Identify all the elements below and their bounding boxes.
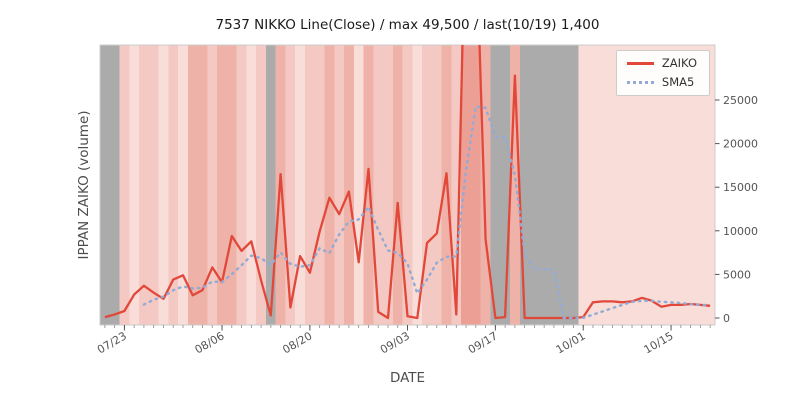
day-band [529, 45, 540, 325]
legend-entry-sma5: SMA5 [626, 74, 697, 89]
day-band [285, 45, 296, 325]
day-band [402, 45, 413, 325]
day-band [148, 45, 159, 325]
x-tick-label: 08/20 [280, 329, 314, 356]
day-band [500, 45, 511, 325]
day-band [451, 45, 462, 325]
day-band [431, 45, 442, 325]
y-tick-label: 25000 [723, 94, 758, 107]
day-band [392, 45, 403, 325]
day-band [480, 45, 491, 325]
x-tick-label: 10/01 [554, 329, 588, 356]
day-band [207, 45, 218, 325]
day-band [539, 45, 550, 325]
day-band [295, 45, 306, 325]
day-band [139, 45, 150, 325]
day-band [236, 45, 247, 325]
day-band [666, 45, 677, 325]
series-group [104, 45, 712, 320]
day-band [422, 45, 433, 325]
day-band [578, 45, 589, 325]
day-band [568, 45, 579, 325]
day-band [256, 45, 267, 325]
legend-label-zaiko: ZAIKO [661, 56, 697, 70]
y-tick-label: 10000 [723, 225, 758, 238]
day-band [383, 45, 394, 325]
day-band [344, 45, 355, 325]
day-band [695, 45, 706, 325]
x-tick-label: 09/17 [466, 329, 500, 356]
x-tick-label: 09/03 [378, 329, 412, 356]
legend-label-sma5: SMA5 [661, 74, 695, 89]
day-band [246, 45, 257, 325]
day-band [470, 45, 482, 325]
day-band [412, 45, 423, 325]
day-band [519, 45, 530, 325]
day-band [617, 45, 628, 325]
day-band [197, 45, 208, 325]
x-axis-label: DATE [389, 370, 426, 386]
sma5-line [142, 105, 712, 320]
day-band [158, 45, 169, 325]
x-tick-label: 10/15 [642, 329, 676, 356]
day-band [324, 45, 335, 325]
day-band [129, 45, 140, 325]
day-band [685, 45, 696, 325]
day-band [217, 45, 228, 325]
chart-title: 7537 NIKKO Line(Close) / max 49,500 / la… [215, 17, 600, 33]
day-band [656, 45, 667, 325]
x-tick-label: 07/23 [95, 329, 129, 356]
day-band [461, 45, 472, 325]
zaiko-line [104, 45, 711, 320]
day-band [549, 45, 560, 325]
day-band [168, 45, 179, 325]
day-band [558, 45, 569, 325]
y-tick-label: 15000 [723, 181, 758, 194]
legend: ZAIKO SMA5 [615, 50, 710, 96]
day-band [109, 45, 120, 325]
day-band [627, 45, 638, 325]
y-tick-label: 5000 [723, 268, 751, 281]
y-tick-label: 0 [723, 312, 730, 325]
day-band [373, 45, 384, 325]
day-band [646, 45, 657, 325]
day-band [607, 45, 618, 325]
day-band [119, 45, 130, 325]
day-band [187, 45, 198, 325]
legend-swatch-zaiko [626, 62, 654, 66]
day-band [353, 45, 364, 325]
day-band [226, 45, 237, 325]
day-band [675, 45, 687, 325]
day-band [265, 45, 277, 325]
day-band [178, 45, 189, 325]
day-band [636, 45, 647, 325]
day-band [305, 45, 316, 325]
day-band [597, 45, 608, 325]
x-tick-label: 08/06 [193, 329, 227, 356]
day-band [100, 45, 111, 325]
day-band [490, 45, 501, 325]
y-tick-label: 20000 [723, 138, 758, 151]
legend-swatch-sma5 [626, 80, 654, 84]
day-band [705, 45, 716, 325]
day-band [588, 45, 599, 325]
day-band [334, 45, 345, 325]
day-band [314, 45, 325, 325]
legend-entry-zaiko: ZAIKO [626, 56, 697, 70]
